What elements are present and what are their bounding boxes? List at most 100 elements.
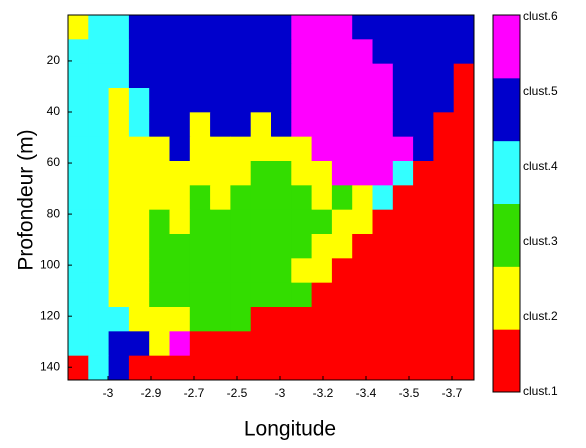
cell [271, 88, 292, 113]
legend-label: clust.4 [523, 159, 558, 173]
cell [169, 209, 191, 235]
cell [88, 331, 110, 357]
cell [108, 63, 130, 89]
cell [291, 112, 313, 138]
cell [392, 161, 414, 186]
cell [68, 307, 89, 332]
cell [311, 185, 333, 211]
cell [128, 282, 150, 308]
cell [68, 234, 89, 259]
cell [210, 136, 231, 162]
cell [331, 282, 353, 308]
cell [291, 161, 313, 186]
cell [392, 331, 414, 357]
cell [149, 307, 170, 332]
cell [169, 136, 191, 162]
cell [392, 15, 414, 40]
cell [108, 282, 130, 308]
cell [149, 136, 170, 162]
y-axis-label: Profondeur (m) [15, 129, 38, 270]
colorbar-segment [493, 15, 520, 79]
cell [453, 234, 475, 259]
legend-label: clust.5 [523, 84, 558, 98]
cell [433, 63, 455, 89]
cell [128, 39, 150, 65]
cell [230, 88, 252, 113]
cell [189, 209, 211, 235]
cell [108, 112, 130, 138]
cell [68, 39, 89, 65]
x-tick-label: -2.5 [227, 386, 248, 400]
cell [250, 161, 272, 186]
cell [128, 355, 150, 381]
cell [169, 161, 191, 186]
cell [149, 355, 170, 381]
cell [291, 39, 313, 65]
cell [189, 15, 211, 40]
cell [453, 185, 475, 211]
cell [352, 234, 373, 259]
cell [210, 331, 231, 357]
cell [149, 258, 170, 284]
cell [271, 258, 292, 284]
cell [128, 307, 150, 332]
legend-label: clust.1 [523, 384, 558, 398]
cell [210, 88, 231, 113]
cell [169, 258, 191, 284]
cell [128, 88, 150, 113]
cell [413, 307, 434, 332]
cell [331, 258, 353, 284]
cell [250, 307, 272, 332]
cell [413, 136, 434, 162]
cell [271, 39, 292, 65]
colorbar-segment [493, 77, 520, 142]
cell [352, 39, 373, 65]
colorbar-segment [493, 329, 520, 393]
cell [453, 136, 475, 162]
cell [250, 88, 272, 113]
cell [88, 112, 110, 138]
cell [169, 63, 191, 89]
cell [108, 307, 130, 332]
cell [108, 15, 130, 40]
cell [189, 331, 211, 357]
cell [291, 355, 313, 381]
cell [433, 185, 455, 211]
cell [230, 209, 252, 235]
cell [210, 161, 231, 186]
cell [392, 307, 414, 332]
cell [433, 136, 455, 162]
cell [372, 88, 394, 113]
cell [230, 234, 252, 259]
cell [149, 112, 170, 138]
cell [433, 282, 455, 308]
cell [331, 185, 353, 211]
cell [88, 39, 110, 65]
cell [68, 258, 89, 284]
cell [230, 136, 252, 162]
cell [291, 88, 313, 113]
cell [189, 136, 211, 162]
cell [88, 355, 110, 381]
cell [331, 136, 353, 162]
cell [210, 209, 231, 235]
cell [149, 161, 170, 186]
cell [392, 185, 414, 211]
cell [88, 88, 110, 113]
cell [372, 258, 394, 284]
cell [108, 136, 130, 162]
cell [453, 15, 475, 40]
cell [433, 331, 455, 357]
cell [352, 112, 373, 138]
cell [250, 136, 272, 162]
cell [68, 331, 89, 357]
cell [453, 161, 475, 186]
cell [108, 331, 130, 357]
cell [352, 331, 373, 357]
cell [68, 282, 89, 308]
cell [169, 282, 191, 308]
cell [372, 331, 394, 357]
cell [453, 112, 475, 138]
cell [149, 15, 170, 40]
cell [311, 161, 333, 186]
